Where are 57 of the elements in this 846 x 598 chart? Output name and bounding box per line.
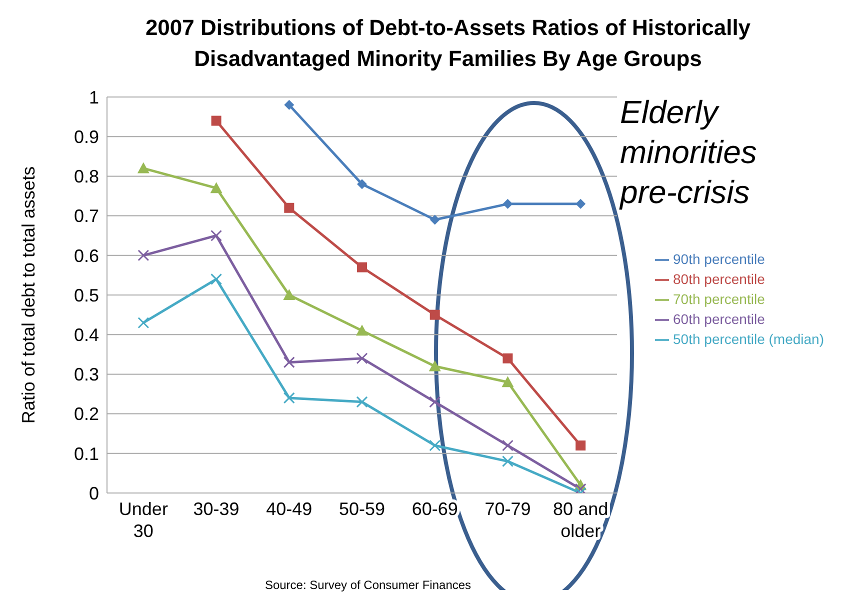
x-tick-label: 50-59 — [338, 499, 386, 519]
point — [429, 396, 441, 408]
y-tick-label: 0 — [88, 483, 99, 504]
point — [356, 396, 368, 408]
point — [574, 483, 586, 493]
point — [502, 440, 514, 452]
legend-label: 50th percentile (median) — [673, 331, 824, 347]
x-tick-label: 40-49 — [266, 499, 312, 519]
y-tick-label: 0.4 — [74, 324, 99, 345]
legend-label: 90th percentile — [673, 251, 765, 267]
point — [284, 100, 294, 110]
point — [502, 353, 513, 364]
x-tick-label: 80 and older — [553, 499, 608, 541]
point — [210, 273, 222, 285]
point — [576, 198, 586, 209]
point — [356, 324, 368, 336]
y-tick-label: 0.6 — [74, 246, 99, 266]
point — [429, 440, 441, 452]
y-tick-label: 0.8 — [74, 166, 99, 187]
point — [137, 162, 150, 174]
point — [502, 376, 514, 388]
x-tick-label: 70-79 — [484, 499, 531, 519]
y-tick-label: 0.5 — [74, 285, 99, 306]
y-tick-label: 0.2 — [74, 404, 99, 424]
chart-title: 2007 Distributions of Debt-to-Assets Ratios of Historically Disadvantaged Minority Families By Age Groups — [144, 14, 752, 73]
y-tick-label: 0.3 — [74, 364, 99, 385]
x-tick-label: 30-39 — [193, 499, 240, 519]
point — [138, 316, 150, 328]
point — [210, 182, 222, 194]
point — [502, 456, 514, 468]
text: Elderly minorities pre-crisis — [620, 93, 758, 212]
point — [430, 310, 440, 320]
y-tick-label: 1 — [88, 87, 99, 108]
point — [502, 198, 513, 209]
legend-label: 60th percentile — [673, 311, 765, 327]
point — [576, 440, 586, 450]
point — [211, 116, 222, 126]
y-tick-label: 0.7 — [74, 206, 99, 226]
point — [283, 392, 295, 404]
legend-label: 80th percentile — [673, 271, 765, 287]
y-tick-label: 0.1 — [74, 444, 99, 464]
point — [357, 179, 368, 190]
y-tick-label: 0.9 — [74, 126, 99, 147]
point — [428, 360, 441, 372]
x-tick-label: Under 30 — [118, 499, 168, 541]
y-axis-title: Ratio of total debt to total assets — [18, 166, 38, 424]
x-tick-label: 60-69 — [412, 499, 458, 519]
point — [357, 262, 368, 272]
point — [430, 214, 440, 225]
point — [283, 289, 296, 300]
point — [283, 356, 295, 368]
point — [138, 250, 150, 262]
point — [210, 230, 222, 242]
point — [356, 352, 368, 364]
point — [284, 202, 294, 213]
legend-label: 70th percentile — [673, 291, 765, 307]
source-note: Source: Survey of Consumer Finances — [264, 578, 472, 592]
